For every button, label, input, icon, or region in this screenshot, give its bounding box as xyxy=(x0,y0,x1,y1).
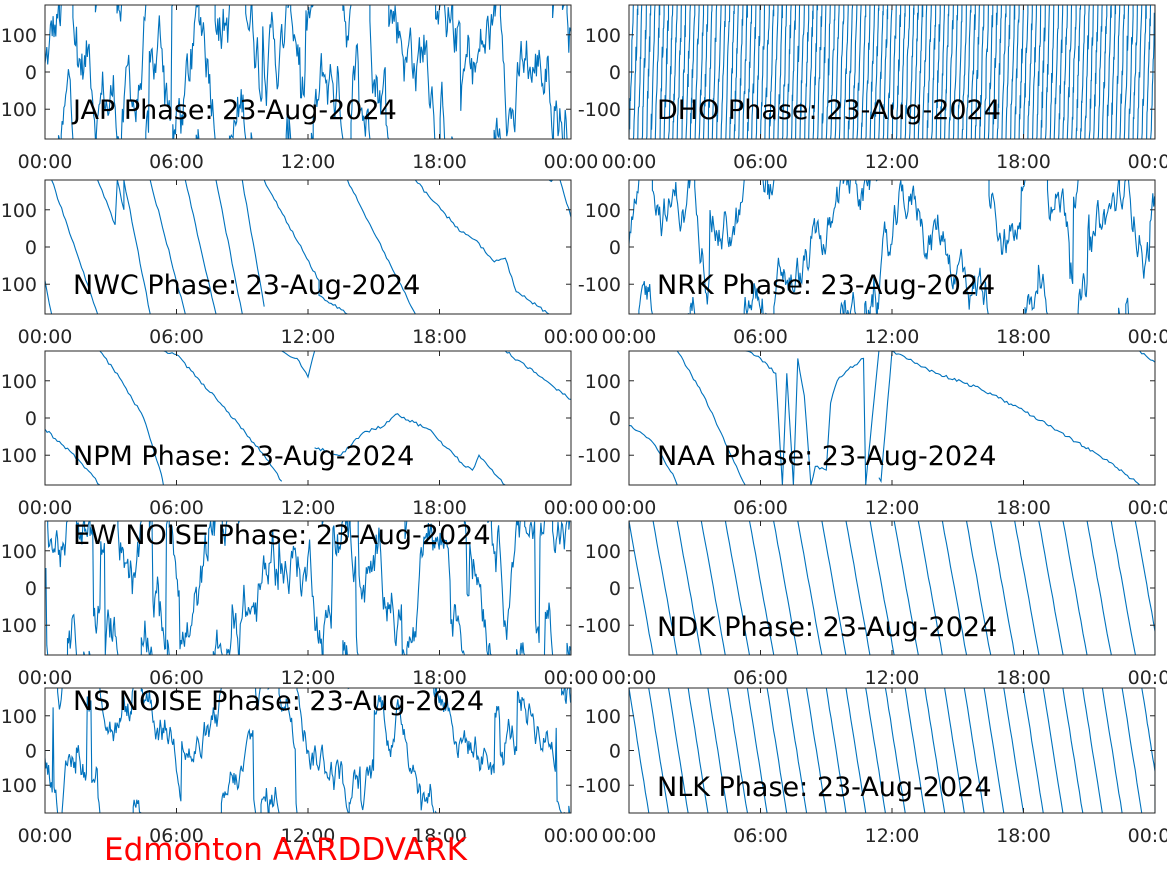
x-tick-label: 00:00 xyxy=(544,825,599,847)
panel-0: 100 0 100 00:00 06:00 12:00 18:00 00:00 JAP Phas… xyxy=(1,5,599,173)
x-tick-label: 00:00 xyxy=(1128,497,1167,519)
y-tick-label: -100 xyxy=(578,445,621,467)
y-tick-label: 100 xyxy=(585,200,621,222)
y-tick-label: 100 xyxy=(585,25,621,47)
panel-title: NPM Phase: 23-Aug-2024 xyxy=(73,441,414,472)
x-tick-label: 18:00 xyxy=(996,151,1051,173)
y-tick-label: 0 xyxy=(609,62,621,84)
x-tick-label: 06:00 xyxy=(149,497,204,519)
y-tick-label: -100 xyxy=(578,274,621,296)
y-tick-label: 0 xyxy=(25,741,37,763)
y-tick-label: 0 xyxy=(609,741,621,763)
x-tick-label: 18:00 xyxy=(996,825,1051,847)
x-tick-label: 00:00 xyxy=(602,667,657,689)
panel-1: 100 0 -100 00:00 06:00 12:00 18:00 00:00 DHO Pha… xyxy=(578,0,1167,173)
panel-6: 100 0 100 00:00 06:00 12:00 18:00 00:00 EW NOISE… xyxy=(1,520,599,689)
x-tick-label: 00:00 xyxy=(544,326,599,348)
panel-title: NAA Phase: 23-Aug-2024 xyxy=(657,441,996,472)
y-tick-label: 100 xyxy=(1,775,37,797)
y-tick-label: 100 xyxy=(1,706,37,728)
x-tick-label: 12:00 xyxy=(865,667,920,689)
panel-title: DHO Phase: 23-Aug-2024 xyxy=(657,95,1001,126)
x-tick-label: 12:00 xyxy=(865,497,920,519)
x-tick-label: 18:00 xyxy=(412,326,467,348)
figure: 100 0 100 00:00 06:00 12:00 18:00 00:00 JAP Phas… xyxy=(0,0,1167,875)
panel-5: 100 0 -100 00:00 06:00 12:00 18:00 00:00 NAA Pha… xyxy=(578,351,1167,519)
y-tick-label: 0 xyxy=(25,578,37,600)
panel-4: 100 0 100 00:00 06:00 12:00 18:00 00:00 NPM Phas… xyxy=(1,351,599,519)
x-tick-label: 00:00 xyxy=(602,825,657,847)
panel-title: NRK Phase: 23-Aug-2024 xyxy=(657,270,995,301)
x-tick-label: 00:00 xyxy=(602,497,657,519)
x-tick-label: 06:00 xyxy=(733,497,788,519)
x-tick-label: 00:00 xyxy=(544,151,599,173)
panels: 100 0 100 00:00 06:00 12:00 18:00 00:00 JAP Phas… xyxy=(1,0,1167,847)
x-tick-label: 06:00 xyxy=(733,667,788,689)
y-tick-label: 0 xyxy=(609,237,621,259)
panel-9: 1000-10000:0006:0012:0018:0000:00NLK Pha… xyxy=(578,688,1167,847)
x-tick-label: 18:00 xyxy=(412,151,467,173)
panel-8: 100 0 100 00:00 06:00 12:00 18:00 00:00 NS NOISE… xyxy=(1,686,599,847)
y-tick-label: 0 xyxy=(609,578,621,600)
x-tick-label: 18:00 xyxy=(996,667,1051,689)
series-line xyxy=(629,0,1155,152)
y-tick-label: 100 xyxy=(1,25,37,47)
x-tick-label: 00:00 xyxy=(18,326,73,348)
panel-3: 100 0 -100 00:00 06:00 12:00 18:00 00:00 NRK Pha… xyxy=(578,180,1167,348)
x-tick-label: 00:00 xyxy=(602,151,657,173)
x-tick-label: 12:00 xyxy=(281,151,336,173)
panel-2: 100 0 100 00:00 06:00 12:00 18:00 00:00 NWC Phas… xyxy=(1,179,599,348)
y-tick-label: 100 xyxy=(585,541,621,563)
x-tick-label: 00:00 xyxy=(544,497,599,519)
y-tick-label: -100 xyxy=(578,615,621,637)
y-tick-label: 0 xyxy=(25,237,37,259)
footer-station-label: Edmonton AARDDVARK xyxy=(104,832,468,868)
y-tick-label: 0 xyxy=(25,62,37,84)
y-tick-label: 0 xyxy=(609,408,621,430)
panel-title: NWC Phase: 23-Aug-2024 xyxy=(73,270,420,301)
x-tick-label: 00:00 xyxy=(544,667,599,689)
x-tick-label: 00:00 xyxy=(18,667,73,689)
panel-title: NS NOISE Phase: 23-Aug-2024 xyxy=(73,686,484,717)
y-tick-label: 100 xyxy=(1,371,37,393)
y-tick-label: 100 xyxy=(1,615,37,637)
x-tick-label: 00:00 xyxy=(18,151,73,173)
x-tick-label: 00:00 xyxy=(1128,151,1167,173)
y-tick-label: 100 xyxy=(1,445,37,467)
y-tick-label: -100 xyxy=(578,775,621,797)
x-tick-label: 12:00 xyxy=(281,326,336,348)
panel-7: 100 0 -100 00:00 06:00 12:00 18:00 00:00 NDK Pha… xyxy=(578,521,1167,689)
panel-title: EW NOISE Phase: 23-Aug-2024 xyxy=(73,520,491,551)
x-tick-label: 06:00 xyxy=(149,151,204,173)
panel-title: NDK Phase: 23-Aug-2024 xyxy=(657,612,997,643)
y-tick-label: 100 xyxy=(1,200,37,222)
x-tick-label: 12:00 xyxy=(281,497,336,519)
y-tick-label: 100 xyxy=(1,274,37,296)
y-tick-label: 100 xyxy=(1,99,37,121)
x-tick-label: 12:00 xyxy=(865,326,920,348)
x-tick-label: 18:00 xyxy=(996,497,1051,519)
x-tick-label: 00:00 xyxy=(1128,667,1167,689)
x-tick-label: 00:00 xyxy=(602,326,657,348)
x-tick-label: 06:00 xyxy=(733,326,788,348)
x-tick-label: 18:00 xyxy=(412,497,467,519)
y-tick-label: 100 xyxy=(1,541,37,563)
x-tick-label: 06:00 xyxy=(733,825,788,847)
x-tick-label: 12:00 xyxy=(865,825,920,847)
x-tick-label: 00:00 xyxy=(18,497,73,519)
y-tick-label: 100 xyxy=(585,371,621,393)
x-tick-label: 06:00 xyxy=(733,151,788,173)
x-tick-label: 00:00 xyxy=(18,825,73,847)
x-tick-label: 12:00 xyxy=(865,151,920,173)
x-tick-label: 00:00 xyxy=(1128,326,1167,348)
y-tick-label: -100 xyxy=(578,99,621,121)
panel-title: NLK Phase: 23-Aug-2024 xyxy=(657,772,992,803)
y-tick-label: 0 xyxy=(25,408,37,430)
x-tick-label: 18:00 xyxy=(996,326,1051,348)
x-tick-label: 06:00 xyxy=(149,326,204,348)
panel-title: JAP Phase: 23-Aug-2024 xyxy=(71,95,397,126)
y-tick-label: 100 xyxy=(585,706,621,728)
x-tick-label: 00:00 xyxy=(1128,825,1167,847)
